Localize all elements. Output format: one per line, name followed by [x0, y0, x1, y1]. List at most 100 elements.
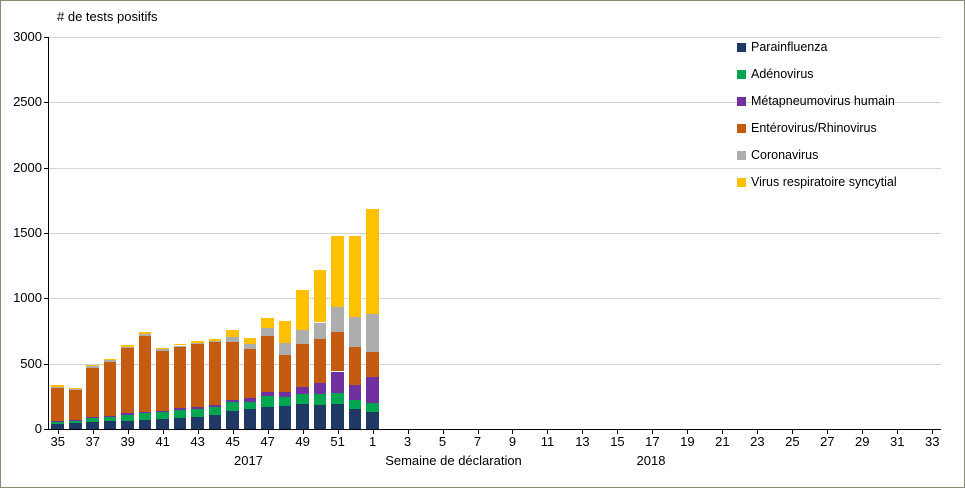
bar-segment-virus-respiratoire-syncytial-week-38	[103, 359, 117, 361]
bar-segment-adenovirus-week-43	[191, 408, 204, 417]
gridline	[49, 167, 941, 169]
bar-segment-parainfluenza-week-1	[366, 412, 379, 429]
x-tick-label: 9	[508, 434, 517, 449]
bar-segment-coronavirus-week-43	[191, 342, 204, 345]
x-axis-tick	[127, 430, 129, 434]
x-tick-label: 39	[120, 434, 135, 449]
bar-segment-coronavirus-week-35	[51, 386, 65, 388]
gridline	[49, 298, 941, 300]
bar-segment-adenovirus-week-44	[208, 406, 222, 415]
x-axis-tick	[267, 430, 269, 434]
bar-segment-virus-respiratoire-syncytial-week-51	[331, 235, 344, 308]
x-axis-tick	[442, 430, 444, 434]
x-axis-tick	[162, 430, 164, 434]
y-axis-title: # de tests positifs	[57, 9, 158, 24]
bar-segment-virus-respiratoire-syncytial-week-43	[191, 340, 204, 343]
bar-segment-metapneumovirus-humain-week-36	[68, 419, 82, 421]
x-axis-tick	[792, 430, 794, 434]
x-axis-tick	[827, 430, 829, 434]
x-axis-tick	[652, 430, 654, 434]
y-tick-label: 3000	[13, 29, 42, 44]
x-axis-tick	[197, 430, 199, 434]
bar-segment-adenovirus-week-39	[121, 414, 134, 421]
bar-segment-coronavirus-week-49	[296, 329, 309, 345]
bar-segment-coronavirus-week-51	[331, 307, 344, 333]
bar-segment-coronavirus-week-1	[366, 314, 379, 352]
y-axis-tick	[44, 363, 48, 365]
bar-segment-adenovirus-week-45	[226, 402, 239, 411]
y-axis-tick	[44, 298, 48, 300]
bar-segment-coronavirus-week-48	[278, 343, 292, 356]
legend-label-metapneumovirus-humain: Métapneumovirus humain	[751, 94, 895, 108]
bar-segment-coronavirus-week-36	[68, 389, 82, 391]
legend-label-coronavirus: Coronavirus	[751, 148, 819, 162]
bar-segment-metapneumovirus-humain-week-44	[208, 404, 222, 407]
year-label-2017: 2017	[234, 453, 263, 468]
x-axis-tick	[302, 430, 304, 434]
legend-item-coronavirus: Coronavirus	[737, 148, 818, 162]
legend-item-parainfluenza: Parainfluenza	[737, 40, 827, 54]
x-axis-tick	[722, 430, 724, 434]
bar-segment-coronavirus-week-42	[173, 345, 187, 348]
x-tick-label: 45	[225, 434, 240, 449]
bar-segment-virus-respiratoire-syncytial-week-47	[261, 317, 274, 329]
bar-segment-metapneumovirus-humain-week-50	[313, 382, 327, 395]
bar-segment-enterovirus-rhinovirus-week-46	[243, 348, 257, 399]
bar-segment-metapneumovirus-humain-week-43	[191, 406, 204, 409]
y-axis-tick	[44, 37, 48, 38]
bar-segment-parainfluenza-week-45	[226, 410, 239, 429]
bar-segment-adenovirus-week-42	[173, 410, 187, 418]
bar-segment-adenovirus-week-40	[138, 413, 152, 420]
bar-segment-coronavirus-week-39	[121, 346, 134, 348]
x-axis-tick	[547, 430, 549, 434]
bar-segment-enterovirus-rhinovirus-week-39	[121, 347, 134, 414]
bar-segment-parainfluenza-week-38	[103, 421, 117, 429]
x-tick-label: 33	[925, 434, 940, 449]
bar-segment-enterovirus-rhinovirus-week-1	[366, 351, 379, 377]
x-tick-label: 1	[368, 434, 377, 449]
bar-segment-enterovirus-rhinovirus-week-48	[278, 355, 292, 392]
bar-segment-parainfluenza-week-41	[156, 419, 169, 429]
x-axis-tick	[897, 430, 899, 434]
bar-segment-adenovirus-week-35	[51, 421, 65, 424]
bar-segment-enterovirus-rhinovirus-week-42	[173, 347, 187, 409]
x-axis-tick	[617, 430, 619, 434]
legend-item-adenovirus: Adénovirus	[737, 67, 814, 81]
x-tick-label: 5	[438, 434, 447, 449]
bar-segment-enterovirus-rhinovirus-week-43	[191, 344, 204, 407]
y-tick-label: 500	[20, 355, 42, 371]
bar-segment-adenovirus-week-51	[331, 393, 344, 405]
x-tick-label: 47	[260, 434, 275, 449]
bar-segment-metapneumovirus-humain-week-45	[226, 399, 239, 403]
bar-segment-parainfluenza-week-46	[243, 409, 257, 429]
x-axis-tick	[862, 430, 864, 434]
bar-segment-adenovirus-week-48	[278, 396, 292, 407]
bar-segment-enterovirus-rhinovirus-week-35	[51, 387, 65, 422]
gridline	[49, 37, 941, 38]
bar-segment-parainfluenza-week-50	[313, 404, 327, 429]
x-tick-label: 21	[715, 434, 730, 449]
bar-segment-metapneumovirus-humain-week-48	[278, 391, 292, 397]
bar-segment-adenovirus-week-50	[313, 394, 327, 405]
bar-segment-enterovirus-rhinovirus-week-40	[138, 336, 152, 412]
x-axis-tick	[407, 430, 409, 434]
bar-segment-parainfluenza-week-51	[331, 404, 344, 429]
x-tick-label: 31	[890, 434, 905, 449]
x-axis-tick	[57, 430, 59, 434]
bar-segment-metapneumovirus-humain-week-37	[86, 417, 99, 418]
bar-segment-metapneumovirus-humain-week-38	[103, 415, 117, 417]
legend-swatch-coronavirus	[737, 150, 746, 160]
x-tick-label: 29	[855, 434, 870, 449]
bar-segment-virus-respiratoire-syncytial-week-50	[313, 269, 327, 323]
gridline	[49, 363, 941, 365]
bar-segment-parainfluenza-week-37	[86, 421, 99, 429]
bar-segment-metapneumovirus-humain-week-52	[348, 384, 362, 401]
bar-segment-adenovirus-week-1	[366, 402, 379, 412]
x-axis-tick	[372, 430, 374, 434]
bar-segment-metapneumovirus-humain-week-40	[138, 412, 152, 414]
legend-label-virus-respiratoire-syncytial: Virus respiratoire syncytial	[751, 175, 897, 189]
x-tick-label: 23	[750, 434, 765, 449]
x-tick-label: 27	[820, 434, 835, 449]
bar-segment-parainfluenza-week-42	[173, 417, 187, 429]
